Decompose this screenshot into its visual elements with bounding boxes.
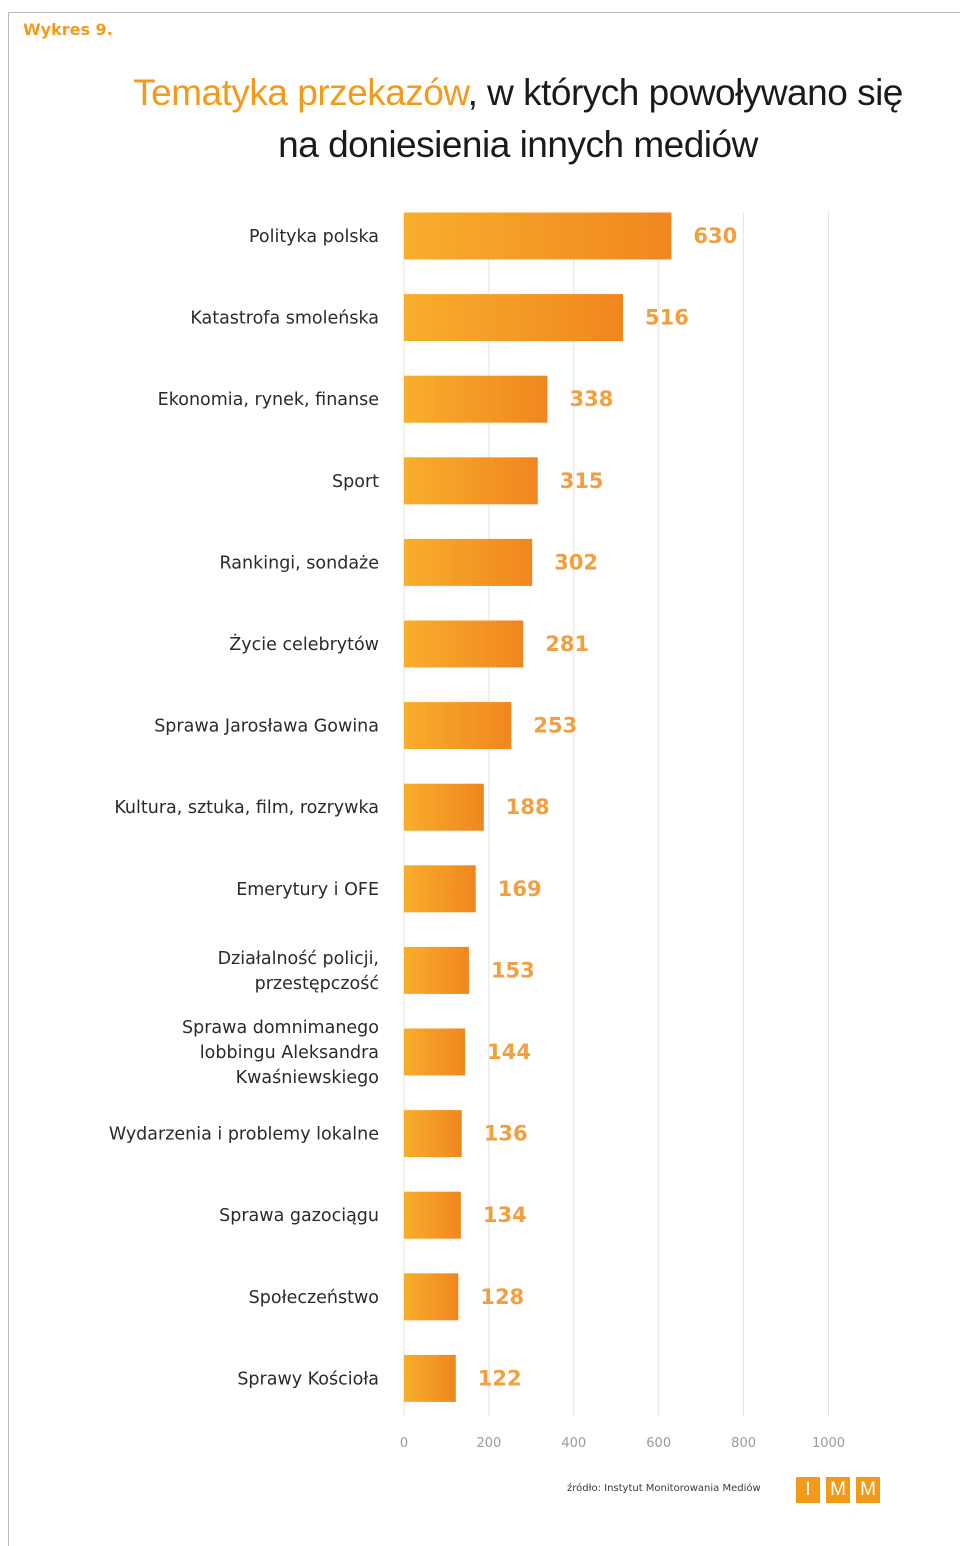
category-label: Katastrofa smoleńska xyxy=(190,309,379,329)
value-label: 144 xyxy=(487,1040,531,1064)
bar xyxy=(404,1028,466,1076)
value-label: 128 xyxy=(480,1285,524,1309)
category-label: Sprawa Jarosława Gowina xyxy=(154,717,379,737)
value-label: 136 xyxy=(484,1122,528,1146)
category-label: Kultura, sztuka, film, rozrywka xyxy=(114,798,379,818)
bar xyxy=(404,620,524,668)
bar xyxy=(404,1354,456,1402)
figure-frame xyxy=(8,12,960,1546)
value-label: 253 xyxy=(533,714,577,738)
category-label: Polityka polska xyxy=(249,227,379,247)
chart-title-highlight: Tematyka przekazów xyxy=(133,72,468,113)
logo-letter: M xyxy=(856,1477,880,1503)
category-label: Rankingi, sondaże xyxy=(220,553,379,573)
value-label: 169 xyxy=(498,877,542,901)
x-tick-label: 800 xyxy=(731,1436,756,1451)
chart-title-line2: na doniesienia innych mediów xyxy=(278,124,758,165)
x-tick-label: 0 xyxy=(400,1436,408,1451)
bar xyxy=(404,1273,459,1321)
x-tick-label: 200 xyxy=(476,1436,501,1451)
category-label: Emerytury i OFE xyxy=(236,880,379,900)
value-label: 134 xyxy=(483,1203,527,1227)
value-label: 153 xyxy=(491,958,535,982)
category-label: Sprawy Kościoła xyxy=(237,1369,379,1389)
logo-letter: M xyxy=(826,1477,850,1503)
bar xyxy=(404,457,538,505)
category-label: Sprawa gazociągu xyxy=(219,1206,379,1226)
logo-letter: I xyxy=(796,1477,820,1503)
bar xyxy=(404,294,624,342)
bar xyxy=(404,702,512,750)
category-label: Życie celebrytów xyxy=(229,634,379,655)
value-label: 302 xyxy=(554,550,598,574)
category-label: Wydarzenia i problemy lokalne xyxy=(109,1125,379,1145)
chart-title-rest: , w których powoływano się xyxy=(467,72,904,113)
value-label: 315 xyxy=(560,469,604,493)
category-label: Działalność policji, przestępczość xyxy=(218,949,379,994)
imm-logo: I M M xyxy=(796,1477,880,1503)
bar xyxy=(404,375,548,423)
figure-label: Wykres 9. xyxy=(23,20,113,39)
chart-title-line1: Tematyka przekazów, w których powoływano… xyxy=(0,72,960,114)
source-note: źródło: Instytut Monitorowania Mediów xyxy=(567,1483,761,1494)
category-label: Społeczeństwo xyxy=(249,1288,379,1308)
bar xyxy=(404,538,533,586)
bar xyxy=(404,783,484,831)
bar xyxy=(404,212,672,260)
value-label: 338 xyxy=(569,387,613,411)
category-label: Ekonomia, rynek, finanse xyxy=(158,390,379,410)
bar xyxy=(404,865,476,913)
x-tick-label: 600 xyxy=(646,1436,671,1451)
category-label: Sprawa domnimanego lobbingu Aleksandra Kwa… xyxy=(182,1018,379,1088)
bar xyxy=(404,1110,462,1158)
bar xyxy=(404,1191,461,1239)
category-label: Sport xyxy=(332,472,379,492)
x-tick-label: 1000 xyxy=(812,1436,845,1451)
value-label: 122 xyxy=(478,1366,522,1390)
value-label: 188 xyxy=(506,795,550,819)
x-tick-label: 400 xyxy=(561,1436,586,1451)
value-label: 281 xyxy=(545,632,589,656)
bar xyxy=(404,946,469,994)
value-label: 516 xyxy=(645,306,689,330)
value-label: 630 xyxy=(693,224,737,248)
